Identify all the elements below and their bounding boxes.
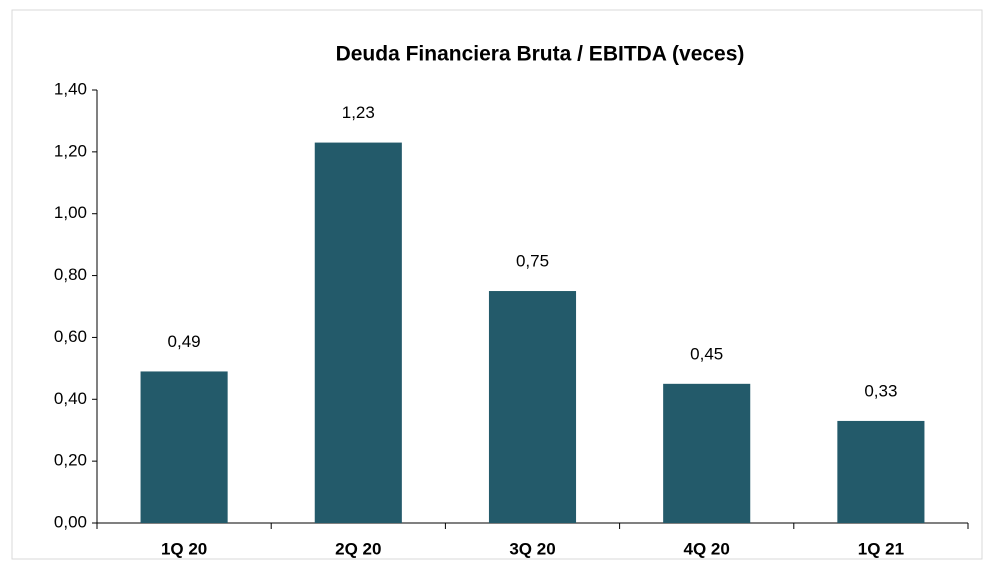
data-label: 0,49 bbox=[168, 332, 201, 351]
data-label: 0,45 bbox=[690, 344, 723, 363]
y-tick-label: 0,60 bbox=[54, 327, 87, 346]
y-tick-label: 0,80 bbox=[54, 265, 87, 284]
y-tick-label: 1,20 bbox=[54, 141, 87, 160]
chart-title: Deuda Financiera Bruta / EBITDA (veces) bbox=[336, 43, 745, 66]
x-tick-label: 3Q 20 bbox=[509, 539, 555, 558]
x-tick-label: 2Q 20 bbox=[335, 539, 381, 558]
bar bbox=[663, 383, 751, 523]
y-tick-label: 0,40 bbox=[54, 389, 87, 408]
x-tick-label: 1Q 20 bbox=[161, 539, 207, 558]
bar bbox=[140, 371, 228, 523]
data-label: 0,33 bbox=[864, 381, 897, 400]
y-tick-label: 1,40 bbox=[54, 79, 87, 98]
data-label: 1,23 bbox=[342, 103, 375, 122]
bar bbox=[314, 142, 402, 524]
bar bbox=[488, 291, 577, 523]
x-tick-label: 1Q 21 bbox=[858, 539, 904, 558]
y-tick-label: 1,00 bbox=[54, 203, 87, 222]
y-tick-label: 0,20 bbox=[54, 451, 87, 470]
bar bbox=[837, 420, 925, 523]
x-tick-label: 4Q 20 bbox=[684, 539, 730, 558]
data-label: 0,75 bbox=[516, 252, 549, 271]
y-tick-label: 0,00 bbox=[54, 512, 87, 531]
